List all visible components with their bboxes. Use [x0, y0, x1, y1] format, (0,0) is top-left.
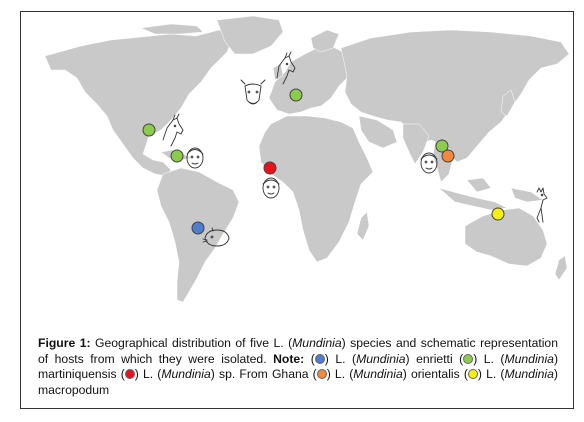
- marker-martinique-caribbean: [170, 149, 184, 163]
- legend-dot-macropodum: [467, 369, 478, 379]
- australia-landmass: [464, 207, 548, 267]
- human-face-icon: [420, 152, 438, 174]
- cow-icon: [240, 79, 266, 105]
- africa-landmass: [258, 115, 374, 263]
- kangaroo-icon: [536, 187, 548, 223]
- marker-southeastern-usa: [142, 123, 156, 137]
- horse-icon: [276, 51, 296, 85]
- scandinavia-landmass: [272, 29, 340, 81]
- marker-northern-australia: [491, 207, 505, 221]
- guinea-pig-icon: [202, 227, 230, 247]
- legend-dot-ghana: [124, 369, 135, 379]
- north-america-landmass: [44, 29, 236, 177]
- arctic-islands-landmass: [140, 23, 204, 35]
- world-map: [44, 15, 570, 303]
- india-landmass: [402, 123, 430, 165]
- legend-dot-martiniquensis: [463, 353, 474, 364]
- new-zealand-landmass: [554, 255, 568, 281]
- figure-frame: Figure 1: Geographical distribution of f…: [20, 11, 574, 409]
- caption-text: Geographical distribution of five L. (Mu…: [38, 336, 558, 366]
- greenland-landmass: [216, 15, 284, 55]
- human-face-icon: [262, 177, 280, 199]
- legend-dot-orientalis: [316, 369, 327, 379]
- marker-thailand: [435, 139, 449, 153]
- arabia-landmass: [358, 115, 398, 149]
- south-america-landmass: [156, 167, 240, 303]
- marker-ghana: [263, 161, 277, 175]
- marker-central-europe: [289, 88, 303, 102]
- figure-caption: Figure 1: Geographical distribution of f…: [38, 336, 558, 397]
- indonesia-landmass: [438, 177, 544, 211]
- europe-landmass: [268, 45, 352, 115]
- horse-icon: [162, 113, 184, 147]
- note-label: Note:: [273, 351, 305, 366]
- legend-dot-enrietti: [314, 353, 325, 364]
- marker-southern-brazil: [191, 221, 205, 235]
- japan-landmass: [500, 89, 516, 117]
- marker-thailand: [441, 149, 455, 163]
- asia-landmass: [340, 29, 570, 163]
- madagascar-landmass: [356, 211, 370, 241]
- species-markers: [142, 88, 505, 235]
- figure-label: Figure 1:: [38, 336, 91, 350]
- human-face-icon: [186, 147, 204, 169]
